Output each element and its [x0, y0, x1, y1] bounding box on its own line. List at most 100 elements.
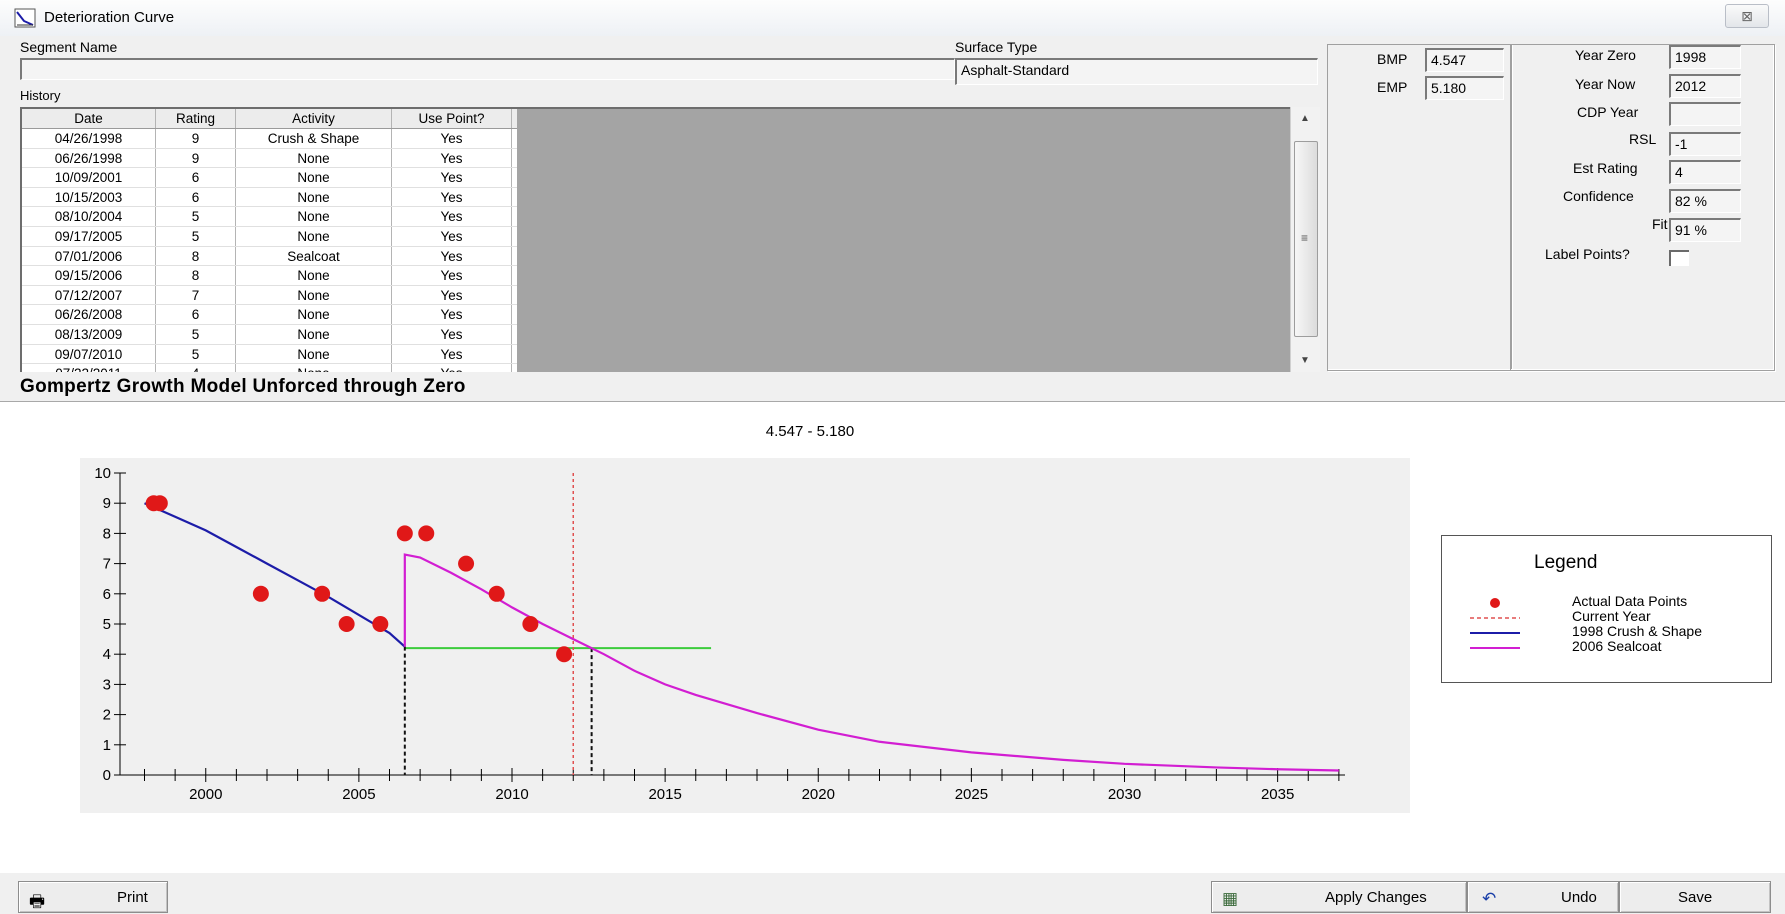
table-row[interactable]: 09/07/2010 5 None Yes	[22, 344, 517, 365]
cell-activity[interactable]: None	[236, 364, 392, 372]
table-row[interactable]: 10/15/2003 6 None Yes	[22, 187, 517, 208]
data-point	[252, 585, 269, 602]
cell-date[interactable]: 09/15/2006	[22, 266, 156, 285]
surface-type-field[interactable]: Asphalt-Standard	[955, 58, 1318, 85]
cell-use-point[interactable]: Yes	[392, 187, 512, 207]
print-button[interactable]: 🖶 Print	[18, 881, 168, 913]
cell-rating[interactable]: 8	[156, 266, 236, 285]
col-activity-header[interactable]: Activity	[236, 109, 392, 128]
cell-rating[interactable]: 9	[156, 148, 236, 168]
cell-use-point[interactable]: Yes	[392, 226, 512, 246]
cell-use-point[interactable]: Yes	[392, 148, 512, 168]
cell-date[interactable]: 09/17/2005	[22, 226, 156, 246]
cell-activity[interactable]: None	[236, 187, 392, 207]
table-row[interactable]: 09/15/2006 8 None Yes	[22, 266, 517, 286]
col-use-point-header[interactable]: Use Point?	[392, 109, 512, 128]
col-rating-header[interactable]: Rating	[156, 109, 236, 128]
cell-use-point[interactable]: Yes	[392, 344, 512, 364]
cell-date[interactable]: 07/01/2006	[22, 246, 156, 266]
cdp-year-label: CDP Year	[1577, 104, 1639, 120]
year-zero-field[interactable]: 1998	[1669, 45, 1741, 69]
year-now-field[interactable]: 2012	[1669, 74, 1741, 98]
cell-activity[interactable]: None	[236, 207, 392, 226]
cell-use-point[interactable]: Yes	[392, 285, 512, 305]
table-row[interactable]: 10/09/2001 6 None Yes	[22, 168, 517, 188]
cell-activity[interactable]: None	[236, 305, 392, 324]
y-tick-label: 1	[103, 737, 111, 754]
confidence-field[interactable]: 82 %	[1669, 189, 1741, 213]
data-point	[556, 646, 573, 663]
scroll-thumb[interactable]	[1294, 141, 1318, 337]
table-row[interactable]: 04/26/1998 9 Crush & Shape Yes	[22, 129, 517, 149]
undo-icon: ↶	[1482, 889, 1497, 908]
segment-name-field[interactable]	[20, 58, 955, 80]
cell-activity[interactable]: None	[236, 226, 392, 246]
undo-button[interactable]: ↶ Undo	[1467, 881, 1619, 913]
cell-rating[interactable]: 4	[156, 364, 236, 372]
cell-date[interactable]: 06/26/2008	[22, 305, 156, 324]
cdp-year-field[interactable]	[1669, 102, 1741, 126]
est-rating-field[interactable]: 4	[1669, 160, 1741, 184]
cell-rating[interactable]: 8	[156, 246, 236, 266]
emp-field[interactable]: 5.180	[1425, 76, 1504, 100]
cell-use-point[interactable]: Yes	[392, 364, 512, 372]
cell-rating[interactable]: 6	[156, 187, 236, 207]
cell-activity[interactable]: None	[236, 168, 392, 187]
table-row[interactable]: 07/22/20114NoneYes	[22, 364, 517, 372]
cell-date[interactable]: 08/10/2004	[22, 207, 156, 226]
table-row[interactable]: 09/17/2005 5 None Yes	[22, 226, 517, 247]
cell-activity[interactable]: None	[236, 344, 392, 364]
save-button[interactable]: Save	[1619, 881, 1771, 913]
cell-date[interactable]: 10/09/2001	[22, 168, 156, 187]
history-scrollbar[interactable]: ▲ ≡ ▼	[1290, 107, 1320, 372]
chart-title: 4.547 - 5.180	[766, 423, 854, 440]
apply-changes-button[interactable]: ▦ Apply Changes	[1211, 881, 1467, 913]
table-row[interactable]: 06/26/2008 6 None Yes	[22, 305, 517, 325]
cell-date[interactable]: 06/26/1998	[22, 148, 156, 168]
table-row[interactable]: 07/01/2006 8 Sealcoat Yes	[22, 246, 517, 267]
rsl-field[interactable]: -1	[1669, 132, 1741, 156]
table-row[interactable]: 08/10/2004 5 None Yes	[22, 207, 517, 227]
cell-use-point[interactable]: Yes	[392, 207, 512, 226]
cell-rating[interactable]: 5	[156, 207, 236, 226]
cell-date[interactable]: 07/12/2007	[22, 285, 156, 305]
bmp-field[interactable]: 4.547	[1425, 48, 1504, 72]
cell-use-point[interactable]: Yes	[392, 324, 512, 344]
cell-use-point[interactable]: Yes	[392, 305, 512, 324]
cell-rating[interactable]: 9	[156, 129, 236, 148]
cell-rating[interactable]: 5	[156, 226, 236, 246]
scroll-down-icon[interactable]: ▼	[1300, 355, 1310, 366]
table-row[interactable]: 06/26/1998 9 None Yes	[22, 148, 517, 169]
cell-date[interactable]: 08/13/2009	[22, 324, 156, 344]
cell-activity[interactable]: Crush & Shape	[236, 129, 392, 148]
col-date-header[interactable]: Date	[22, 109, 156, 128]
cell-activity[interactable]: None	[236, 285, 392, 305]
fit-field[interactable]: 91 %	[1669, 218, 1741, 242]
cell-activity[interactable]: Sealcoat	[236, 246, 392, 266]
cell-rating[interactable]: 6	[156, 168, 236, 187]
cell-date[interactable]: 04/26/1998	[22, 129, 156, 148]
cell-use-point[interactable]: Yes	[392, 129, 512, 148]
cell-date[interactable]: 10/15/2003	[22, 187, 156, 207]
cell-use-point[interactable]: Yes	[392, 266, 512, 285]
cell-rating[interactable]: 5	[156, 344, 236, 364]
legend-item-points: Actual Data Points	[1572, 593, 1688, 609]
cell-use-point[interactable]: Yes	[392, 246, 512, 266]
cell-rating[interactable]: 7	[156, 285, 236, 305]
cell-activity[interactable]: None	[236, 148, 392, 168]
cell-activity[interactable]: None	[236, 266, 392, 285]
table-row[interactable]: 07/12/2007 7 None Yes	[22, 285, 517, 306]
cell-rating[interactable]: 6	[156, 305, 236, 324]
cell-activity[interactable]: None	[236, 324, 392, 344]
cell-date[interactable]: 09/07/2010	[22, 344, 156, 364]
table-row[interactable]: 08/13/2009 5 None Yes	[22, 324, 517, 345]
cell-date[interactable]: 07/22/2011	[22, 364, 156, 372]
cell-use-point[interactable]: Yes	[392, 168, 512, 187]
label-points-checkbox[interactable]	[1669, 250, 1689, 266]
history-grid[interactable]: Date Rating Activity Use Point? 04/26/19…	[22, 109, 517, 372]
history-table[interactable]: Date Rating Activity Use Point? 04/26/19…	[20, 107, 1320, 372]
x-tick-label: 2010	[495, 786, 528, 803]
scroll-up-icon[interactable]: ▲	[1300, 113, 1310, 124]
cell-rating[interactable]: 5	[156, 324, 236, 344]
close-button[interactable]: ⊠	[1725, 4, 1769, 28]
